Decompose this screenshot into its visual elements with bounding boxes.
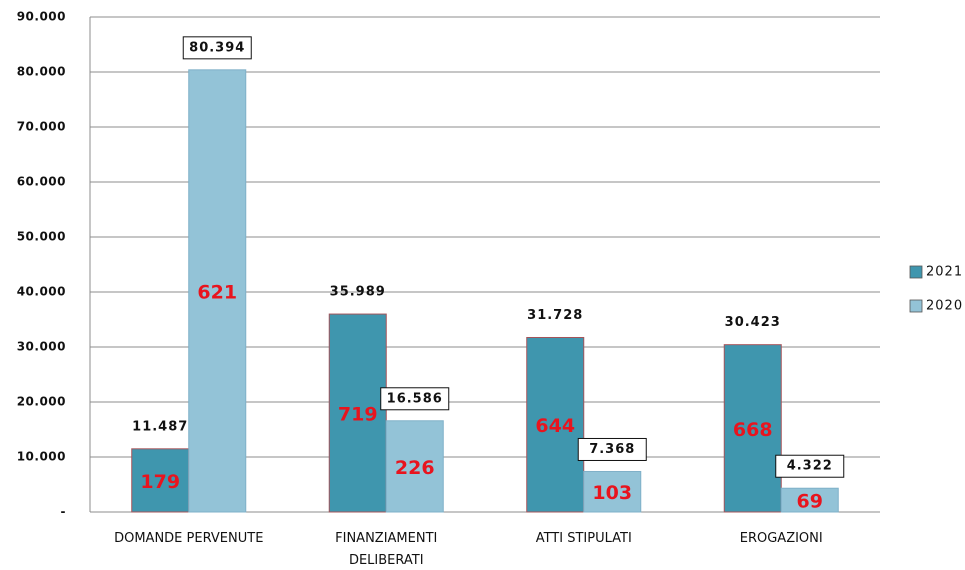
bar xyxy=(780,487,839,513)
value-label: 35.989 xyxy=(330,285,386,300)
inner-label: 668 xyxy=(733,419,773,441)
legend-swatch xyxy=(909,299,923,313)
bar xyxy=(328,313,387,513)
value-label: 7.368 xyxy=(589,442,635,457)
y-tick-label: 90.000 xyxy=(17,10,66,24)
inner-label: 226 xyxy=(395,457,435,479)
y-tick-label: 80.000 xyxy=(17,65,66,79)
value-label-box xyxy=(182,36,252,60)
inner-label: 621 xyxy=(197,281,237,303)
bar xyxy=(385,420,444,513)
y-tick-label: 30.000 xyxy=(17,340,66,354)
value-label: 11.487 xyxy=(132,419,188,434)
value-label: 30.423 xyxy=(725,315,781,330)
inner-label: 644 xyxy=(535,415,575,437)
bar xyxy=(526,336,585,513)
inner-label: 103 xyxy=(592,482,632,504)
y-tick-label: 20.000 xyxy=(17,395,66,409)
bar xyxy=(188,69,247,513)
legend-label: 2021 xyxy=(926,265,963,280)
inner-label: 719 xyxy=(338,404,378,426)
legend-swatch xyxy=(909,265,923,279)
bar xyxy=(583,470,642,513)
y-tick-label: 40.000 xyxy=(17,285,66,299)
bar xyxy=(131,448,190,513)
value-label: 31.728 xyxy=(527,308,583,323)
y-tick-label: - xyxy=(61,505,66,519)
x-tick-label: FINANZIAMENTI DELIBERATI xyxy=(335,531,438,568)
value-label: 80.394 xyxy=(189,40,245,55)
inner-label: 69 xyxy=(797,491,823,513)
value-label-box xyxy=(577,437,647,461)
y-tick-label: 10.000 xyxy=(17,450,66,464)
value-label-box xyxy=(775,454,845,478)
legend-label: 2020 xyxy=(926,299,963,314)
inner-label: 179 xyxy=(140,471,180,493)
y-tick-label: 50.000 xyxy=(17,230,66,244)
y-tick-label: 70.000 xyxy=(17,120,66,134)
x-tick-label: DOMANDE PERVENUTE xyxy=(114,531,264,546)
value-label: 4.322 xyxy=(787,459,833,474)
value-label-box xyxy=(380,387,450,411)
bar xyxy=(723,344,782,513)
value-label: 16.586 xyxy=(387,391,443,406)
x-tick-label: ATTI STIPULATI xyxy=(535,531,632,546)
y-tick-label: 60.000 xyxy=(17,175,66,189)
x-tick-label: EROGAZIONI xyxy=(739,531,823,546)
